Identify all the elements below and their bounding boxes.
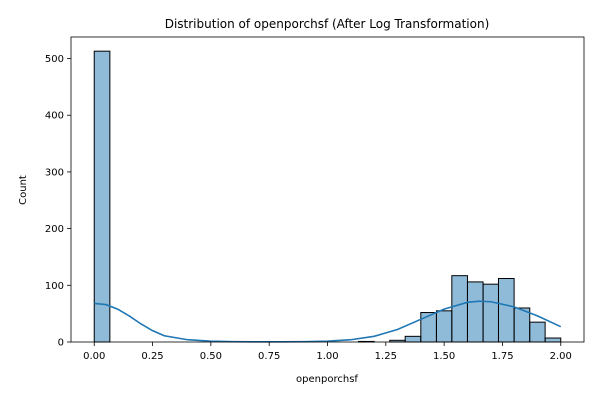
x-tick-label: 0.25 — [141, 351, 163, 362]
y-tick-label: 0 — [58, 338, 64, 349]
histogram-bar — [420, 312, 437, 343]
y-axis-label: Count — [18, 175, 29, 205]
y-tick-label: 100 — [45, 281, 64, 292]
histogram-bar — [404, 335, 422, 343]
y-tick-label: 500 — [45, 54, 64, 65]
histogram-bar — [513, 307, 531, 343]
plot-frame — [70, 36, 585, 343]
x-tick-label: 0.75 — [258, 351, 280, 362]
x-tick-label: 1.25 — [375, 351, 397, 362]
histogram-bar — [497, 278, 515, 343]
y-tick-label: 400 — [45, 111, 64, 122]
histogram-bar — [435, 310, 453, 343]
y-axis-ticks: 0 100 200 300 400 500 — [45, 54, 71, 349]
y-tick-label: 300 — [45, 167, 64, 178]
x-tick-label: 1.50 — [433, 351, 455, 362]
histogram-bar — [466, 281, 484, 343]
histogram-bar — [544, 337, 562, 343]
x-axis-label: openporchsf — [296, 374, 358, 385]
x-tick-label: 0.00 — [83, 351, 105, 362]
x-tick-label: 1.75 — [491, 351, 513, 362]
y-tick-label: 200 — [45, 224, 64, 235]
histogram-bar — [482, 283, 499, 343]
chart-title: Distribution of openporchsf (After Log T… — [165, 17, 490, 31]
x-tick-label: 2.00 — [550, 351, 572, 362]
x-axis-ticks: 0.00 0.25 0.50 0.75 1.00 1.25 1.50 1.75 2.00 — [83, 342, 572, 362]
x-tick-label: 1.00 — [316, 351, 338, 362]
histogram-bar — [529, 321, 546, 343]
x-tick-label: 0.50 — [200, 351, 222, 362]
histogram-bar — [451, 275, 468, 343]
histogram-bar — [93, 50, 111, 343]
